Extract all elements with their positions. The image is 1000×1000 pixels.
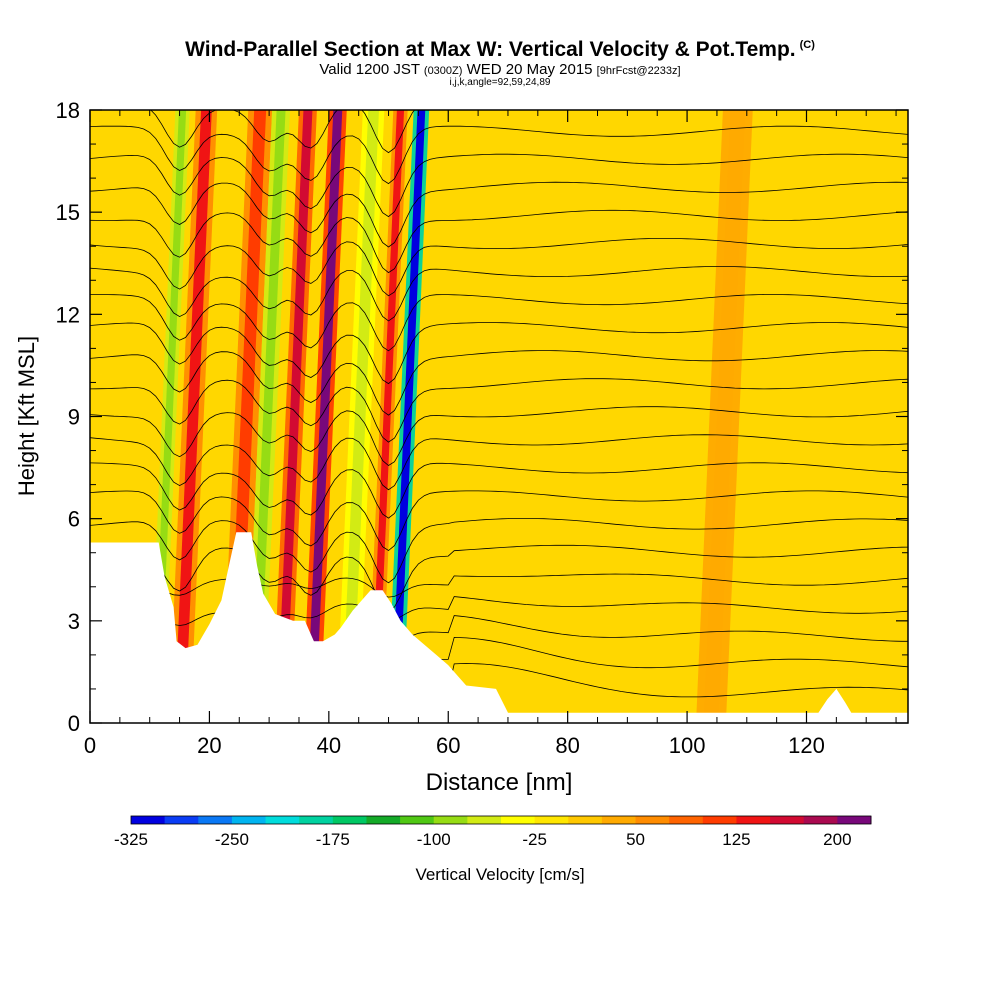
- isentrope-45: [90, 209, 908, 274]
- x-tick-label: 0: [84, 733, 96, 758]
- y-tick-label: 9: [68, 405, 80, 430]
- colorbar-tick-label: -100: [417, 830, 451, 849]
- velocity-band-core-9: [703, 110, 746, 723]
- colorbar-swatch: [601, 816, 637, 824]
- utc-time: (0300Z): [423, 65, 463, 77]
- colorbar-tick-label: -25: [522, 830, 547, 849]
- chart-title-text: Wind-Parallel Section at Max W: Vertical…: [185, 38, 796, 61]
- y-tick-label: 18: [56, 98, 80, 123]
- colorbar: -325 -250 -175 -100 -25 50 125 200: [114, 815, 872, 849]
- colorbar-swatch: [534, 816, 569, 824]
- colorbar-swatch: [736, 816, 771, 824]
- x-tick-label: 120: [788, 733, 825, 758]
- isentrope-34: [90, 518, 908, 584]
- x-tick-label: 60: [436, 733, 460, 758]
- colorbar-swatch: [131, 816, 166, 824]
- chart-title: Wind-Parallel Section at Max W: Vertical…: [0, 38, 1000, 62]
- isentrope-39: [90, 378, 908, 443]
- isentrope-47: [90, 153, 908, 218]
- x-axis-label: Distance [nm]: [426, 769, 573, 796]
- isentrope-38: [90, 406, 908, 466]
- isentrope-46: [90, 181, 908, 248]
- colorbar-swatch: [568, 816, 603, 824]
- colorbar-label: Vertical Velocity [cm/s]: [415, 865, 584, 884]
- y-tick-label: 15: [56, 200, 80, 225]
- colorbar-frame: [130, 815, 872, 825]
- colorbar-swatch: [299, 816, 334, 824]
- isentrope-40: [90, 350, 908, 416]
- velocity-bands: [148, 110, 753, 723]
- y-tick-label: 12: [56, 302, 80, 327]
- colorbar-swatch: [702, 816, 737, 824]
- velocity-band-core-7: [370, 110, 405, 723]
- colorbar-tick-label: 50: [626, 830, 645, 849]
- colorbar-swatch: [837, 816, 872, 824]
- y-tick-label: 6: [68, 507, 80, 532]
- valid-time: Valid 1200 JST: [319, 61, 420, 78]
- y-axis-label: Height [Kft MSL]: [14, 336, 39, 496]
- colorbar-swatch: [265, 816, 300, 824]
- colorbar-tick-label: 200: [823, 830, 851, 849]
- colorbar-tick-label: 125: [722, 830, 750, 849]
- y-tick-label: 0: [68, 711, 80, 736]
- colorbar-swatch: [669, 816, 704, 824]
- valid-date: WED 20 May 2015: [466, 61, 593, 78]
- axes: 0 20 40 60 80 100 120 0 3 6 9 12 15 18: [56, 98, 908, 758]
- plot-area: [90, 110, 908, 723]
- colorbar-tick-label: -175: [316, 830, 350, 849]
- isentrope-33: [90, 544, 908, 612]
- section-indices: i,j,k,angle=92,59,24,89: [449, 77, 551, 88]
- isentrope-36: [90, 462, 908, 519]
- velocity-band-core-3: [249, 110, 286, 723]
- colorbar-swatch: [770, 816, 805, 824]
- colorbar-swatch: [332, 816, 367, 824]
- isentrope-43: [90, 266, 908, 322]
- colorbar-swatch: [433, 816, 468, 824]
- x-tick-label: 40: [317, 733, 341, 758]
- x-tick-label: 20: [197, 733, 221, 758]
- colorbar-swatch: [400, 816, 435, 824]
- terrain-mask: [90, 532, 908, 723]
- x-tick-label: 100: [669, 733, 706, 758]
- isentrope-37: [90, 434, 908, 491]
- isentrope-35: [90, 490, 908, 551]
- colorbar-swatch: [467, 816, 502, 824]
- chart-subtitle: Valid 1200 JST (0300Z) WED 20 May 2015 […: [0, 61, 1000, 78]
- colorbar-swatch: [231, 816, 267, 824]
- colorbar-tick-label: -250: [215, 830, 249, 849]
- colorbar-tick-label: -325: [114, 830, 148, 849]
- colorbar-swatch: [164, 816, 199, 824]
- colorbar-swatch: [501, 816, 536, 824]
- x-tick-label: 80: [555, 733, 579, 758]
- isentrope-44: [90, 238, 908, 297]
- colorbar-swatch: [635, 816, 670, 824]
- y-tick-label: 3: [68, 609, 80, 634]
- colorbar-swatch: [198, 816, 233, 824]
- isentrope-42: [90, 294, 908, 352]
- velocity-band-core-4: [276, 110, 313, 723]
- velocity-band-core-1: [174, 110, 212, 723]
- copyright-mark: (C): [799, 39, 815, 51]
- colorbar-swatch: [803, 816, 838, 824]
- colorbar-swatch: [366, 816, 401, 824]
- forecast-info: [9hrFcst@2233z]: [596, 65, 681, 77]
- isentrope-48: [90, 125, 908, 185]
- isentrope-41: [90, 322, 908, 385]
